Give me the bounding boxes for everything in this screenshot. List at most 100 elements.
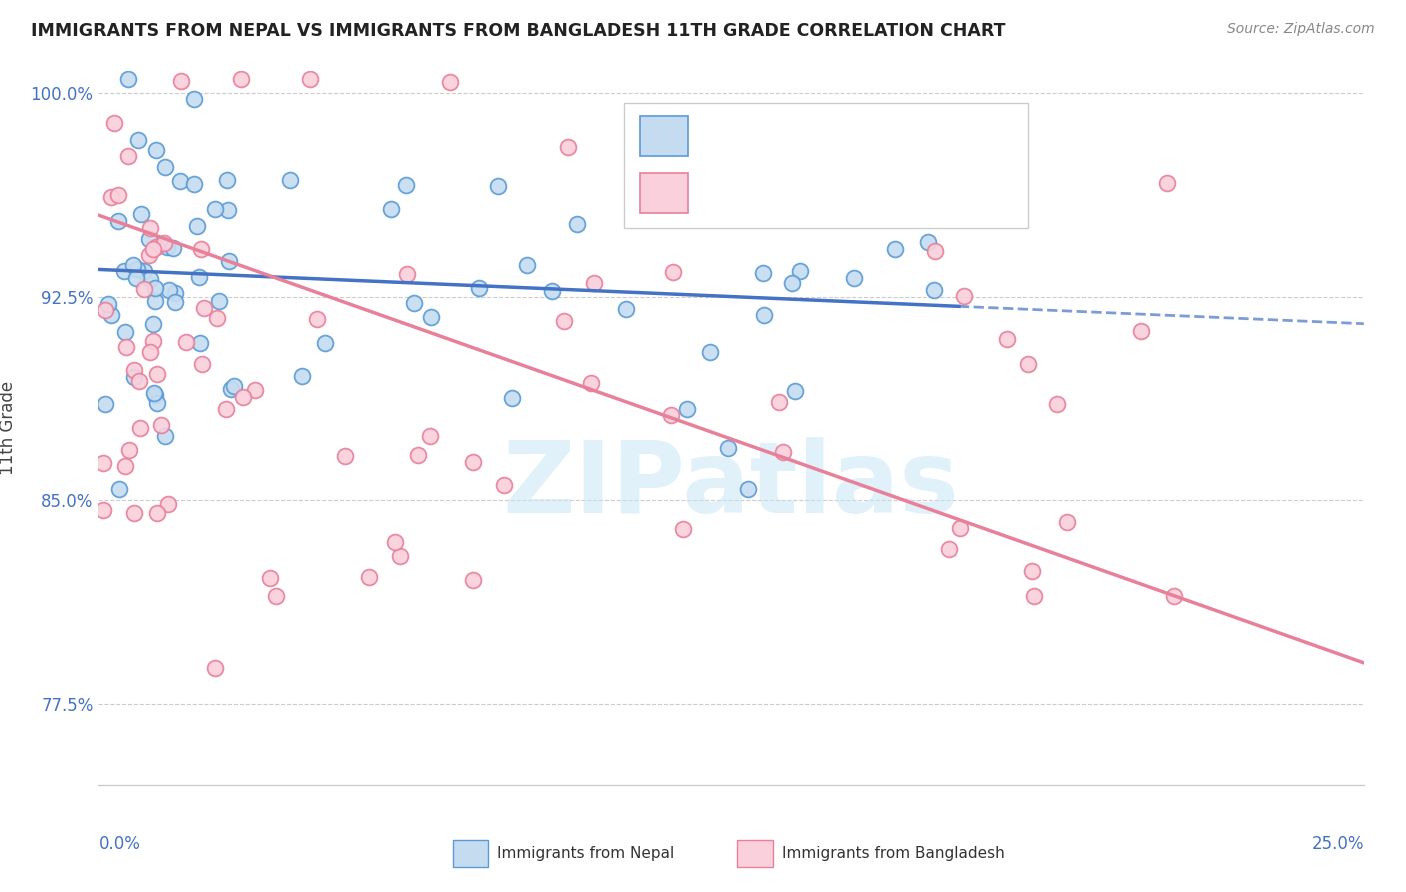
Point [117, 72, 139, 87]
Point [107, 213, 129, 227]
Point [165, 294, 187, 309]
Point [132, 282, 155, 296]
Point [831, 106, 853, 120]
Point [145, 240, 167, 254]
Point [145, 294, 167, 309]
Point [725, 205, 748, 219]
Point [100, 309, 122, 323]
Point [780, 276, 803, 290]
Point [439, 75, 461, 89]
Point [557, 140, 579, 154]
Point [751, 266, 773, 280]
Point [149, 417, 172, 432]
Point [107, 187, 129, 202]
Point [917, 235, 939, 249]
Text: 0.0%: 0.0% [98, 835, 141, 853]
Point [174, 334, 197, 349]
Point [122, 506, 145, 520]
Point [142, 243, 165, 257]
Point [672, 522, 695, 536]
Point [157, 283, 180, 297]
Point [243, 383, 266, 397]
Point [208, 293, 231, 308]
Point [125, 261, 148, 276]
Point [501, 391, 523, 405]
Point [115, 340, 138, 354]
Point [118, 443, 141, 458]
Point [193, 301, 215, 315]
Point [661, 408, 683, 422]
Point [389, 549, 412, 563]
Point [1021, 564, 1043, 578]
Point [153, 235, 176, 250]
Text: IMMIGRANTS FROM NEPAL VS IMMIGRANTS FROM BANGLADESH 11TH GRADE CORRELATION CHART: IMMIGRANTS FROM NEPAL VS IMMIGRANTS FROM… [31, 22, 1005, 40]
Point [461, 573, 484, 587]
Point [1017, 357, 1039, 371]
Point [266, 589, 288, 603]
Point [1056, 515, 1078, 529]
Point [217, 173, 239, 187]
Point [215, 401, 238, 416]
Point [953, 289, 976, 303]
Point [298, 72, 321, 87]
Point [995, 332, 1018, 346]
Point [380, 202, 402, 217]
Point [127, 133, 149, 147]
Point [122, 370, 145, 384]
Point [404, 296, 426, 310]
Point [191, 357, 214, 371]
Point [219, 382, 242, 396]
Point [93, 456, 115, 470]
Point [108, 482, 131, 496]
Point [170, 74, 193, 88]
Y-axis label: 11th Grade: 11th Grade [0, 381, 17, 475]
Point [93, 502, 115, 516]
Point [143, 388, 166, 402]
Point [143, 281, 166, 295]
Point [153, 429, 176, 443]
Point [145, 506, 167, 520]
Point [785, 384, 807, 398]
Point [162, 241, 184, 255]
Text: Immigrants from Nepal: Immigrants from Nepal [498, 846, 675, 861]
Point [190, 242, 212, 256]
Point [842, 271, 865, 285]
Point [138, 248, 160, 262]
Point [94, 302, 117, 317]
Point [93, 397, 115, 411]
Text: Immigrants from Bangladesh: Immigrants from Bangladesh [782, 846, 1004, 861]
Point [1163, 589, 1185, 603]
Point [699, 344, 721, 359]
FancyBboxPatch shape [453, 840, 488, 867]
Point [949, 520, 972, 534]
Point [165, 286, 187, 301]
Point [516, 258, 538, 272]
Point [129, 207, 152, 221]
Point [540, 284, 562, 298]
Point [138, 232, 160, 246]
Point [183, 177, 205, 191]
Point [884, 242, 907, 256]
Point [291, 368, 314, 383]
Point [132, 264, 155, 278]
Point [155, 160, 177, 174]
Point [463, 455, 485, 469]
Point [1022, 590, 1045, 604]
Point [121, 258, 143, 272]
Point [100, 190, 122, 204]
Point [1046, 397, 1069, 411]
Point [492, 478, 515, 492]
Point [419, 310, 441, 324]
Point [468, 280, 491, 294]
Point [737, 482, 759, 496]
Point [894, 164, 917, 178]
Point [789, 263, 811, 277]
Point [103, 116, 125, 130]
Point [614, 302, 637, 317]
Point [419, 429, 441, 443]
Point [156, 240, 179, 254]
Point [232, 390, 254, 404]
Point [205, 311, 228, 326]
Point [486, 179, 509, 194]
Point [142, 334, 165, 348]
